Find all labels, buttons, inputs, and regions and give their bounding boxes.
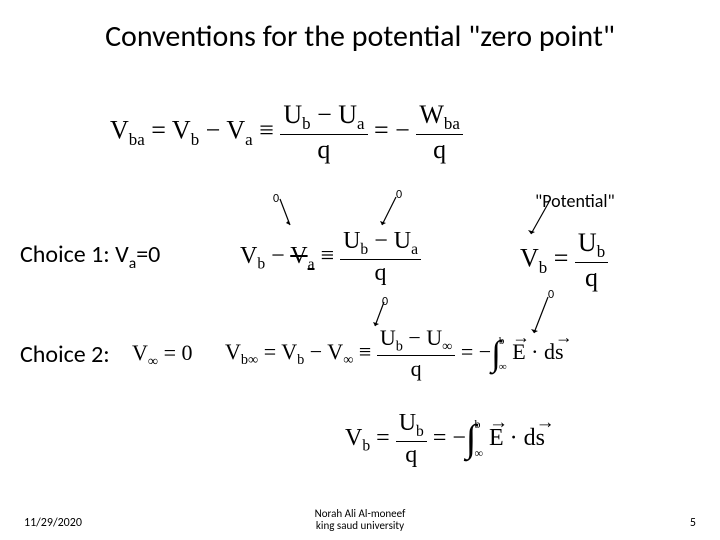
main-equation: Vba = Vb − Va ≡ Ub − Uaq = − Wbaq xyxy=(110,100,463,165)
choice2-eq1: Vb∞ = Vb − V∞ ≡ Ub − U∞q = −∫b∞ E · ds xyxy=(225,325,564,382)
footer-page: 5 xyxy=(690,516,696,530)
final-eq: Vb = Ubq = −∫b∞ E · ds xyxy=(345,410,545,469)
footer-date: 11/29/2020 xyxy=(24,516,82,530)
footer-author: Norah Ali Al-moneef king saud university xyxy=(315,508,406,532)
slide-title: Conventions for the potential "zero poin… xyxy=(0,18,720,55)
choice1-eq2: Vb = Ubq xyxy=(520,228,608,293)
choice-1-label: Choice 1: Va=0 xyxy=(20,240,160,273)
choice2-vinf: V∞ = 0 xyxy=(132,340,193,370)
choice1-eq1: Vb − Va ≡ Ub − Uaq xyxy=(240,228,421,287)
choice-2-label: Choice 2: xyxy=(20,340,110,369)
arrow-2 xyxy=(378,195,400,229)
arrow-1 xyxy=(278,197,294,229)
